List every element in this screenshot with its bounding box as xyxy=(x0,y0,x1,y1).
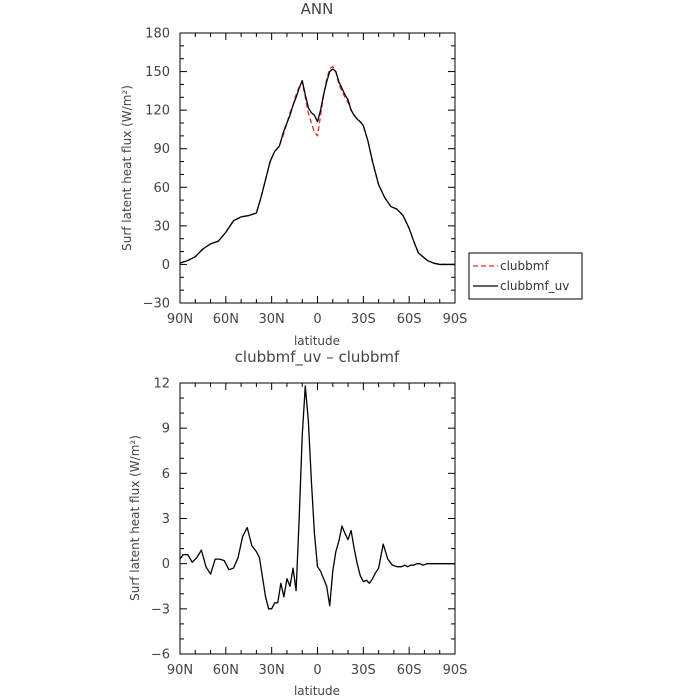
legend-box xyxy=(468,252,583,300)
y-tick-label: 30 xyxy=(153,219,170,234)
x-tick-label: 30N xyxy=(259,312,285,327)
y-tick-label: 12 xyxy=(153,377,170,392)
x-tick-label: 60N xyxy=(213,312,239,327)
y-tick-label: 0 xyxy=(162,258,170,273)
panel-1-x-tick-labels: 90N 60N 30N 0 30S 60S 90S xyxy=(167,312,468,327)
y-tick-label: −6 xyxy=(151,648,170,663)
y-tick-label: 0 xyxy=(162,557,170,572)
x-tick-label: 90S xyxy=(443,312,468,327)
x-tick-label: 60S xyxy=(397,663,422,678)
x-tick-label: 0 xyxy=(313,312,321,327)
x-tick-label: 60N xyxy=(213,663,239,678)
legend: clubbmf clubbmf_uv xyxy=(468,252,583,300)
panel-2-series xyxy=(179,385,455,610)
y-tick-label: 6 xyxy=(162,467,170,482)
panel-2-ticks xyxy=(179,382,456,655)
x-tick-label: 90S xyxy=(443,663,468,678)
x-tick-label: 0 xyxy=(313,663,321,678)
y-tick-label: 60 xyxy=(153,181,170,196)
panel-1-plot-frame xyxy=(179,32,456,304)
y-tick-label: 180 xyxy=(145,27,170,42)
legend-label-clubbmf-uv: clubbmf_uv xyxy=(500,279,569,293)
x-tick-label: 90N xyxy=(167,312,193,327)
series-line-clubbmf-uv xyxy=(179,68,455,266)
y-tick-label: −30 xyxy=(143,297,170,312)
y-tick-label: 120 xyxy=(145,104,170,119)
panel-1: ANN −30 0 30 60 90 120 150 180 90N 60N 30N 0 30S 60S… xyxy=(120,0,583,348)
panel-2-y-tick-labels: −6 −3 0 3 6 9 12 xyxy=(151,377,170,663)
series-line-difference xyxy=(179,385,455,610)
x-tick-label: 30S xyxy=(351,663,376,678)
y-tick-label: 3 xyxy=(162,512,170,527)
y-tick-label: 90 xyxy=(153,142,170,157)
legend-label-clubbmf: clubbmf xyxy=(500,259,549,273)
panel-1-x-axis-label: latitude xyxy=(294,334,340,348)
panel-1-series xyxy=(179,65,455,266)
x-tick-label: 30S xyxy=(351,312,376,327)
y-tick-label: 150 xyxy=(145,65,170,80)
x-tick-label: 30N xyxy=(259,663,285,678)
panel-2: clubbmf_uv – clubbmf −6 −3 0 3 6 9 12 90N 60N 30… xyxy=(128,348,467,698)
y-tick-label: −3 xyxy=(151,602,170,617)
panel-1-y-tick-labels: −30 0 30 60 90 120 150 180 xyxy=(143,27,170,312)
panel-2-x-axis-label: latitude xyxy=(294,684,340,698)
panel-1-title: ANN xyxy=(301,0,334,18)
panel-2-y-axis-label: Surf latent heat flux (W/m²) xyxy=(128,435,142,601)
panel-2-plot-frame xyxy=(179,382,456,655)
panel-2-title: clubbmf_uv – clubbmf xyxy=(235,348,400,367)
panel-1-y-axis-label: Surf latent heat flux (W/m²) xyxy=(120,85,134,251)
x-tick-label: 60S xyxy=(397,312,422,327)
panel-2-x-tick-labels: 90N 60N 30N 0 30S 60S 90S xyxy=(167,663,468,678)
x-tick-label: 90N xyxy=(167,663,193,678)
y-tick-label: 9 xyxy=(162,422,170,437)
